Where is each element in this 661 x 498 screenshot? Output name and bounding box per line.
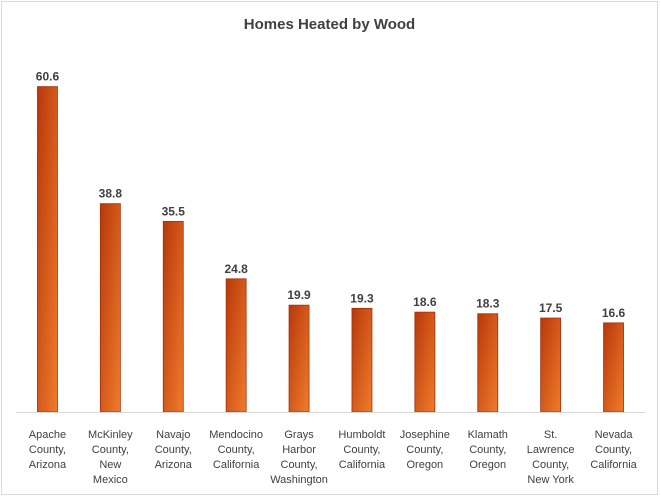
bar xyxy=(351,307,373,413)
data-label: 35.5 xyxy=(162,204,186,218)
category-label: McKinley County, New Mexico xyxy=(88,429,133,486)
bar xyxy=(603,322,624,413)
data-label: 16.6 xyxy=(602,306,626,320)
category-label: Nevada County, California xyxy=(590,429,637,471)
bar xyxy=(225,278,247,413)
data-label: 19.9 xyxy=(287,288,311,302)
data-label: 18.3 xyxy=(476,297,500,311)
bar xyxy=(414,311,436,413)
bar xyxy=(477,313,499,413)
bar xyxy=(540,317,562,413)
data-label: 18.6 xyxy=(413,295,437,309)
bar xyxy=(288,304,310,413)
category-label: St. Lawrence County, New York xyxy=(527,429,575,486)
chart-title: Homes Heated by Wood xyxy=(243,16,416,33)
data-label: 17.5 xyxy=(539,301,563,315)
category-label: Humboldt County, California xyxy=(338,429,386,471)
category-label: Grays Harbor County, Washington xyxy=(270,429,328,486)
category-label: Josephine County, Oregon xyxy=(400,429,450,471)
bar xyxy=(162,220,184,413)
data-label: 60.6 xyxy=(36,70,60,84)
category-label: Klamath County, Oregon xyxy=(468,429,508,471)
bar xyxy=(37,86,58,413)
data-label: 19.3 xyxy=(350,291,374,305)
data-label: 38.8 xyxy=(99,187,123,201)
category-label: Mendocino County, California xyxy=(209,429,263,471)
bar xyxy=(99,203,121,413)
data-label: 24.8 xyxy=(224,262,248,276)
category-label: Apache County, Arizona xyxy=(29,429,67,471)
category-label: Navajo County, Arizona xyxy=(155,429,193,471)
